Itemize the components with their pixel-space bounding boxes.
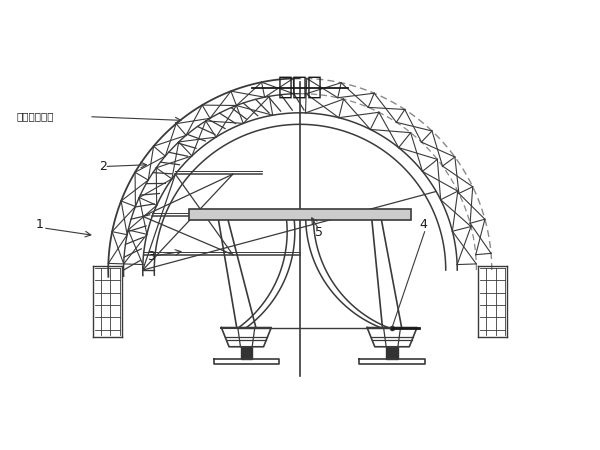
- Text: 2: 2: [98, 160, 107, 173]
- Bar: [189, 209, 411, 220]
- Text: 4: 4: [419, 218, 427, 231]
- Text: 衬砌内轮廓线: 衬砌内轮廓线: [16, 112, 54, 122]
- Text: 3: 3: [146, 251, 154, 263]
- Text: 5: 5: [316, 225, 323, 238]
- Text: 横断面: 横断面: [277, 74, 323, 99]
- Text: 1: 1: [35, 218, 43, 231]
- Polygon shape: [241, 347, 252, 359]
- Polygon shape: [386, 347, 398, 359]
